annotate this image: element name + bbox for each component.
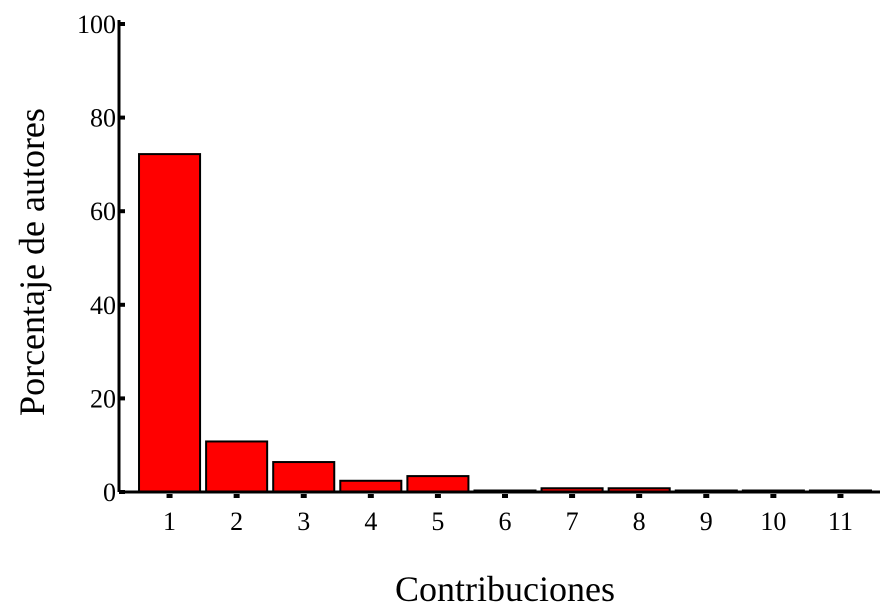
y-tick-label: 60 bbox=[90, 197, 116, 226]
x-tick-label: 9 bbox=[700, 507, 713, 536]
x-tick-label: 4 bbox=[364, 507, 377, 536]
y-tick-label: 80 bbox=[90, 104, 116, 133]
x-tick-label: 10 bbox=[760, 507, 786, 536]
x-tick-label: 2 bbox=[230, 507, 243, 536]
bar-5 bbox=[406, 475, 470, 493]
x-axis-title: Contribuciones bbox=[395, 569, 615, 608]
x-tick-label: 7 bbox=[566, 507, 579, 536]
x-axis-ticks: 1 2 3 4 5 6 7 8 9 10 11 bbox=[163, 494, 853, 536]
y-tick-label: 20 bbox=[90, 384, 116, 413]
bar-3 bbox=[272, 461, 336, 493]
y-tick-label: 100 bbox=[77, 10, 116, 39]
x-tick-label: 6 bbox=[499, 507, 512, 536]
bars-layer bbox=[138, 153, 872, 494]
x-tick-label: 11 bbox=[828, 507, 853, 536]
bar-2 bbox=[205, 440, 269, 493]
bar-1 bbox=[138, 153, 202, 493]
y-tick-label: 0 bbox=[103, 478, 116, 507]
y-axis-ticks: 0 20 40 60 80 100 bbox=[77, 10, 125, 507]
y-axis-title: Porcentaje de autores bbox=[12, 108, 52, 416]
bar-4 bbox=[339, 479, 403, 493]
x-tick-label: 1 bbox=[163, 507, 176, 536]
x-tick-label: 8 bbox=[633, 507, 646, 536]
y-tick-label: 40 bbox=[90, 291, 116, 320]
x-tick-label: 3 bbox=[297, 507, 310, 536]
x-tick-label: 5 bbox=[431, 507, 444, 536]
